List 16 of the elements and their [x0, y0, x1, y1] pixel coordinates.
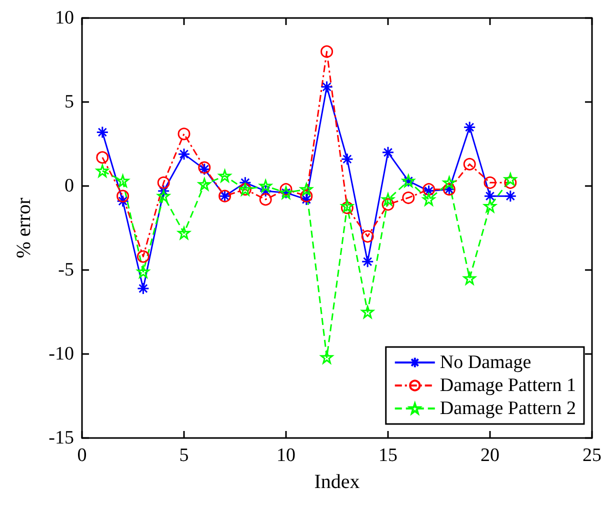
legend-label: Damage Pattern 2	[440, 398, 576, 419]
legend-label: No Damage	[440, 352, 532, 373]
legend-label: Damage Pattern 1	[440, 375, 576, 396]
x-axis-title: Index	[314, 471, 360, 493]
x-tick-label: 5	[179, 445, 189, 466]
x-tick-label: 10	[276, 445, 296, 466]
y-tick-label: 10	[55, 8, 74, 28]
y-axis-title: % error	[13, 197, 35, 258]
y-tick-label: 5	[64, 92, 74, 112]
y-tick-label: -5	[58, 260, 74, 280]
x-tick-label: 20	[480, 445, 500, 466]
y-tick-label: -10	[48, 344, 74, 364]
y-tick-label: 0	[64, 176, 74, 196]
y-tick-label: -15	[48, 428, 74, 448]
x-tick-label: 15	[378, 445, 398, 466]
x-tick-label: 25	[582, 445, 602, 466]
